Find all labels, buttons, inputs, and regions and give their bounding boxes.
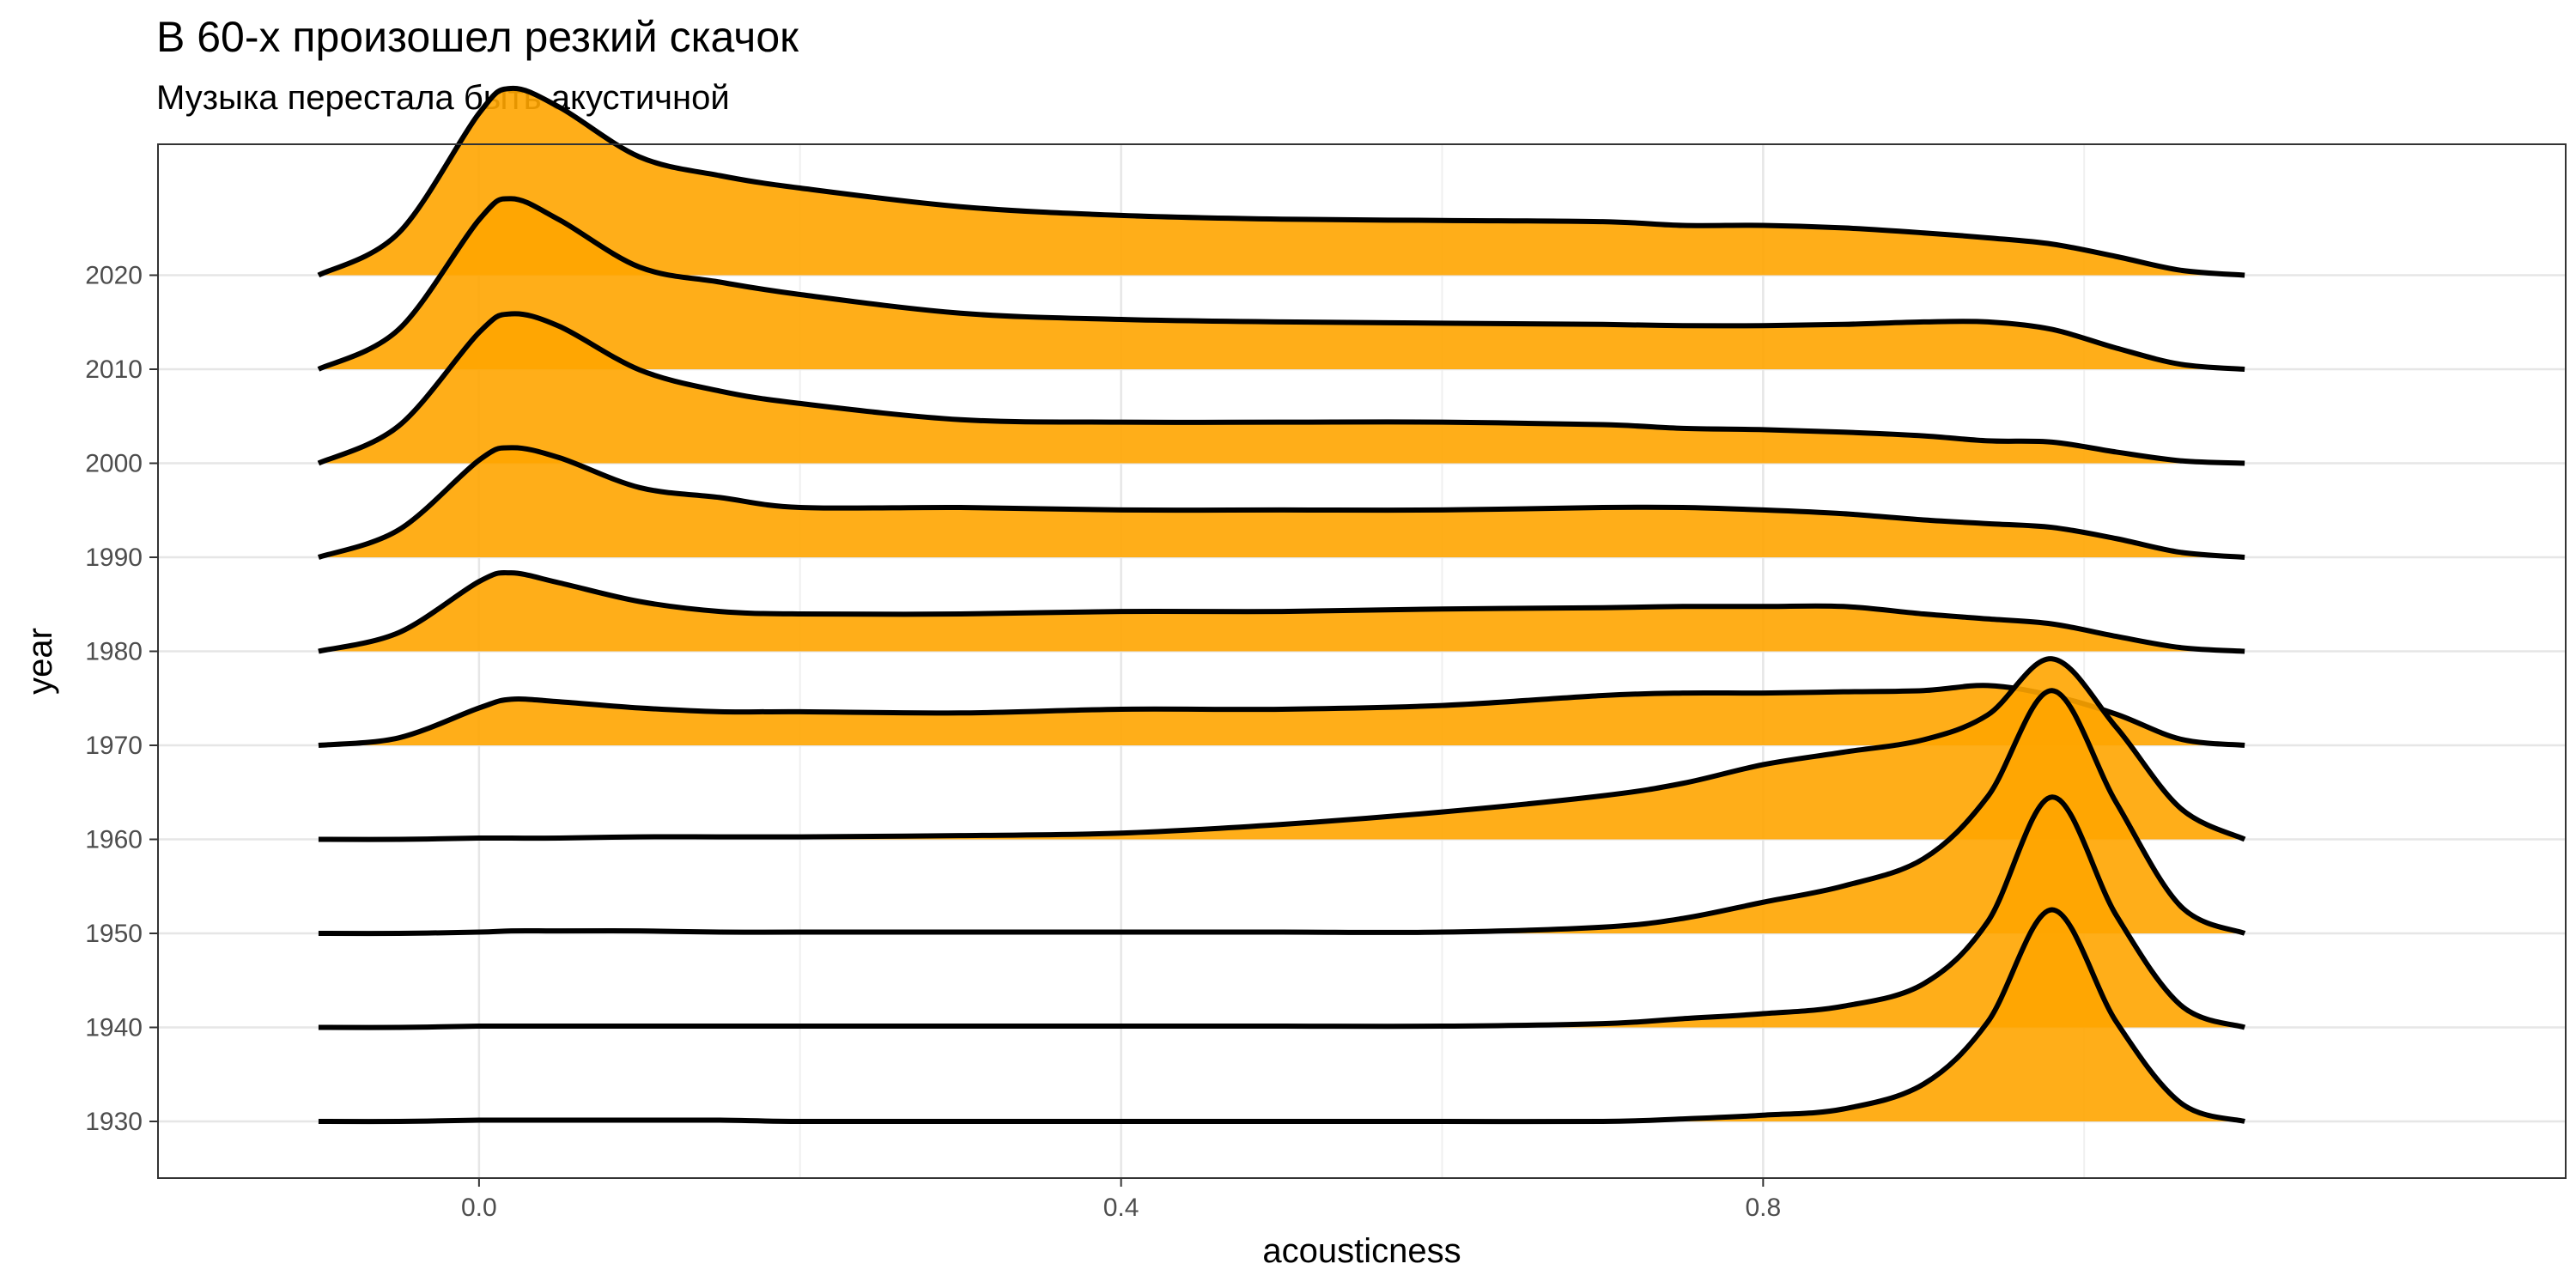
- ridge-line: [317, 196, 2245, 372]
- ridge-line: [318, 683, 2245, 748]
- y-tick-label: 1940: [85, 1014, 143, 1042]
- ridge-1990: [317, 445, 2245, 560]
- chart-subtitle: Музыка перестала быть акустичной: [156, 79, 730, 117]
- ridge-line: [318, 570, 2245, 654]
- panel-border: [157, 143, 2567, 1179]
- y-tick-label: 1930: [85, 1108, 143, 1136]
- density-ridges: [317, 85, 2246, 1125]
- ridge-1970: [318, 683, 2245, 748]
- ridge-line: [317, 445, 2245, 560]
- ridge-line: [317, 85, 2245, 278]
- ridge-line: [318, 794, 2246, 1030]
- y-tick-label: 1980: [85, 638, 143, 666]
- y-axis-title: year: [21, 628, 59, 695]
- ridge-fill: [318, 88, 2245, 276]
- ridge-fill: [318, 909, 2245, 1122]
- y-tick-label: 2010: [85, 355, 143, 384]
- ridge-fill: [318, 313, 2245, 464]
- ridge-fill: [318, 685, 2245, 745]
- y-tick-label: 2000: [85, 450, 143, 478]
- x-tick-label: 0.4: [1103, 1194, 1139, 1222]
- ridge-fill: [318, 447, 2245, 557]
- y-axis: 1930 1940 1950 1960 1970 1980 1990 2000 2010 2020: [85, 262, 158, 1136]
- ridge-2010: [317, 196, 2245, 372]
- ridge-2020: [317, 85, 2245, 278]
- y-tick-label: 1950: [85, 920, 143, 948]
- chart-title: В 60-х произошел резкий скачок: [156, 13, 799, 61]
- ridge-line: [318, 907, 2245, 1125]
- y-tick-label: 2020: [85, 262, 143, 290]
- ridge-line: [318, 656, 2246, 842]
- ridge-1960: [318, 656, 2246, 842]
- x-tick-label: 0.0: [461, 1194, 497, 1222]
- ridge-2000: [317, 311, 2245, 466]
- y-tick-label: 1990: [85, 544, 143, 572]
- ridge-1980: [318, 570, 2245, 654]
- x-tick-label: 0.8: [1745, 1194, 1781, 1222]
- ridge-line: [318, 688, 2246, 937]
- x-axis: 0.0 0.4 0.8: [461, 1178, 1781, 1222]
- x-axis-title: acousticness: [1262, 1232, 1461, 1270]
- ridge-1930: [318, 907, 2245, 1125]
- ridge-fill: [318, 659, 2245, 840]
- y-tick-label: 1970: [85, 732, 143, 760]
- ridge-line: [317, 311, 2245, 466]
- y-tick-label: 1960: [85, 826, 143, 854]
